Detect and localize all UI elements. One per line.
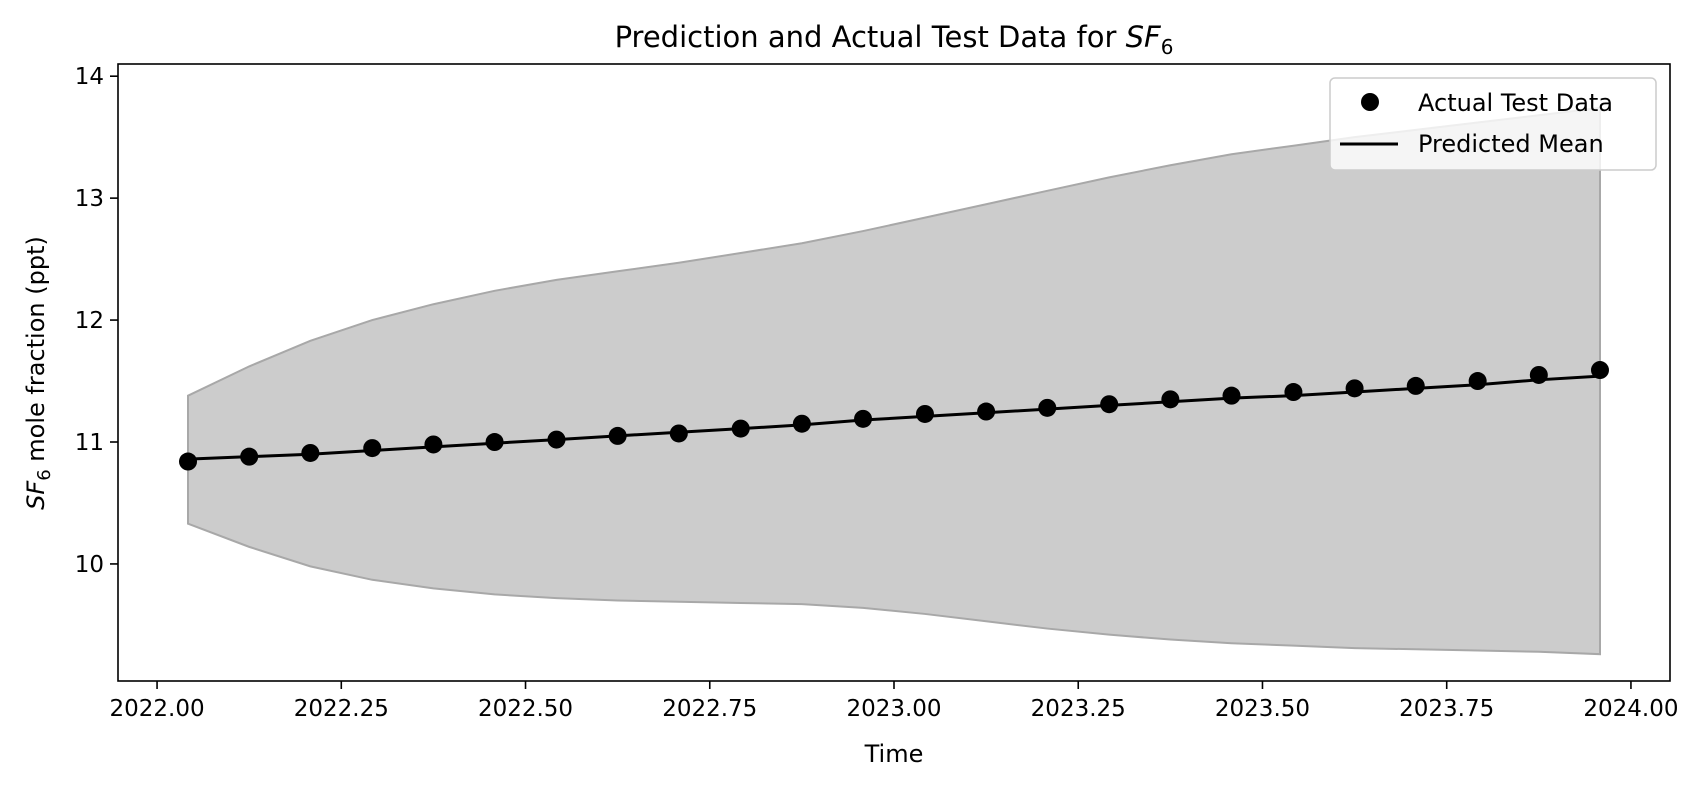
chart-title-formula-subscript: 6 (1161, 35, 1174, 59)
chart-title-formula: SF (1126, 20, 1162, 54)
actual-test-data-point (977, 402, 996, 421)
actual-test-data-point (854, 409, 873, 428)
legend-label-predicted-mean: Predicted Mean (1418, 130, 1604, 158)
actual-test-data-point (1590, 361, 1609, 380)
actual-test-data-point (1284, 383, 1303, 402)
y-tick-label: 12 (75, 308, 104, 334)
actual-test-data-point (608, 426, 627, 445)
x-tick-label: 2022.25 (294, 696, 389, 722)
actual-test-data-series (179, 361, 1609, 471)
x-tick-label: 2023.00 (846, 696, 941, 722)
chart-title-text: Prediction and Actual Test Data for (615, 20, 1126, 54)
y-axis: 10 11 12 13 14 (75, 64, 118, 578)
y-tick-label: 11 (75, 430, 104, 456)
legend-label-actual-test-data: Actual Test Data (1418, 89, 1613, 117)
x-tick-label: 2023.25 (1031, 696, 1126, 722)
actual-test-data-point (1161, 390, 1180, 409)
x-axis-label: Time (864, 740, 924, 768)
actual-test-data-point (1038, 398, 1057, 417)
y-tick-label: 13 (75, 186, 104, 212)
actual-test-data-point (485, 433, 504, 452)
x-tick-label: 2024.00 (1583, 696, 1678, 722)
legend-marker-actual-test-data (1361, 93, 1379, 111)
actual-test-data-point (547, 430, 566, 449)
y-axis-label-formula-subscript: 6 (34, 469, 55, 480)
actual-test-data-point (240, 447, 259, 466)
y-tick-label: 14 (75, 64, 104, 90)
predicted-mean-line (187, 374, 1601, 461)
actual-test-data-point (424, 435, 443, 454)
y-axis-label-text: mole fraction (ppt) (22, 236, 50, 469)
y-axis-label: SF6 mole fraction (ppt) (22, 236, 55, 510)
x-tick-label: 2023.50 (1215, 696, 1310, 722)
actual-test-data-point (363, 439, 382, 458)
plot-area (179, 106, 1609, 656)
y-tick-label: 10 (75, 552, 104, 578)
x-axis: 2022.00 2022.25 2022.50 2022.75 2023.00 2023.… (109, 681, 1679, 722)
actual-test-data-point (1100, 395, 1119, 414)
actual-test-data-point (1406, 376, 1425, 395)
actual-test-data-point (1345, 379, 1364, 398)
actual-test-data-point (915, 404, 934, 423)
legend-box (1329, 77, 1657, 171)
actual-test-data-point (1468, 372, 1487, 391)
actual-test-data-point (179, 452, 198, 471)
x-tick-label: 2022.00 (109, 696, 204, 722)
predicted-mean-series (187, 374, 1601, 461)
x-tick-label: 2022.75 (662, 696, 757, 722)
x-tick-label: 2022.50 (478, 696, 573, 722)
legend: Actual Test Data Predicted Mean (1329, 77, 1657, 171)
actual-test-data-point (792, 414, 811, 433)
actual-test-data-point (301, 443, 320, 462)
actual-test-data-point (1529, 365, 1548, 384)
prediction-interval-band (187, 106, 1601, 656)
actual-test-data-point (669, 424, 688, 443)
actual-test-data-point (1222, 386, 1241, 405)
y-axis-label-formula: SF (22, 480, 50, 510)
x-tick-label: 2023.75 (1399, 696, 1494, 722)
chart-title: Prediction and Actual Test Data for SF6 (615, 20, 1174, 59)
actual-test-data-point (731, 419, 750, 438)
